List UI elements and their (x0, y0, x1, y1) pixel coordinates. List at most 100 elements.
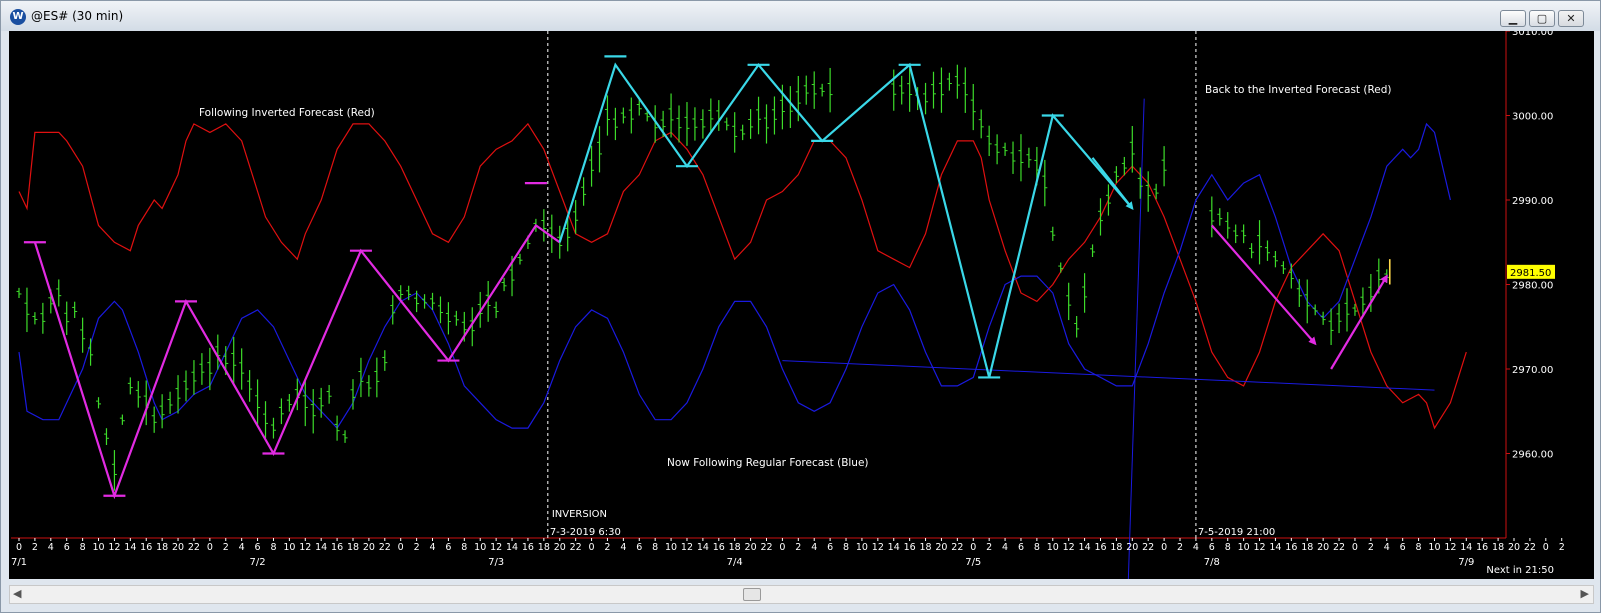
price-bar (954, 64, 960, 99)
price-bar (1066, 282, 1072, 321)
date-label: 7/4 (727, 557, 743, 568)
price-bar (636, 98, 642, 116)
price-bar (1050, 226, 1056, 241)
time-tick-label: 14 (506, 542, 518, 553)
date-label: 7/8 (1204, 557, 1220, 568)
price-bar (1058, 262, 1064, 273)
price-chart[interactable]: 3010.00 3000.00 2990.00 2980.00 2970.00 2960.… (9, 31, 1594, 579)
price-bar (1121, 156, 1127, 176)
price-bar (310, 389, 316, 434)
event-time-label: 7-3-2019 6:30 (550, 527, 621, 538)
price-bar (278, 398, 284, 425)
time-tick-label: 22 (1333, 542, 1345, 553)
price-bar (32, 312, 38, 325)
time-tick-label: 16 (713, 542, 725, 553)
price-bar (111, 450, 117, 491)
price-bar (88, 338, 94, 366)
close-button[interactable]: ✕ (1558, 10, 1584, 27)
time-tick-label: 4 (429, 542, 435, 553)
price-bar (819, 83, 825, 97)
time-tick-label: 10 (1047, 542, 1059, 553)
price-bar (1113, 166, 1119, 184)
time-tick-label: 16 (904, 542, 916, 553)
price-bar (501, 277, 507, 292)
price-bar (358, 357, 364, 398)
price-bar (1097, 198, 1103, 236)
price-bar (1280, 261, 1286, 274)
horizontal-scrollbar[interactable]: ◀ ▶ (9, 585, 1594, 604)
time-tick-label: 0 (398, 542, 404, 553)
time-tick-label: 22 (760, 542, 772, 553)
price-bar (597, 126, 603, 173)
date-label: 7/3 (488, 557, 504, 568)
title-bar[interactable]: W @ES# (30 min) ▁ ▢ ✕ (1, 1, 1600, 31)
time-tick-label: 12 (1444, 542, 1456, 553)
time-tick-label: 2 (604, 542, 610, 553)
time-tick-label: 18 (1492, 542, 1504, 553)
app-logo-icon: W (10, 9, 26, 25)
price-bar (708, 98, 714, 133)
price-tick-label: 2980.00 (1512, 281, 1553, 292)
price-bar (1360, 287, 1366, 316)
time-tick-label: 20 (1508, 542, 1520, 553)
price-bar (565, 216, 571, 252)
price-bar (1074, 315, 1080, 338)
time-tick-label: 16 (331, 542, 343, 553)
chart-canvas[interactable]: 3010.00 3000.00 2990.00 2980.00 2970.00 2960.… (9, 31, 1594, 579)
price-bar (302, 379, 308, 427)
price-bar (1090, 244, 1096, 257)
price-bar (811, 71, 817, 109)
time-tick-label: 8 (461, 542, 467, 553)
time-tick-label: 14 (1269, 542, 1281, 553)
price-bar (907, 68, 913, 112)
price-bar (382, 350, 388, 371)
time-tick-label: 22 (188, 542, 200, 553)
price-bar (1105, 184, 1111, 216)
time-tick-label: 22 (1524, 542, 1536, 553)
price-bar (930, 71, 936, 109)
scroll-right-icon[interactable]: ▶ (1580, 587, 1589, 600)
price-bar (326, 384, 332, 404)
price-bar (1082, 273, 1088, 313)
time-tick-label: 4 (239, 542, 245, 553)
maximize-button[interactable]: ▢ (1529, 10, 1555, 27)
minimize-button[interactable]: ▁ (1500, 10, 1526, 27)
price-bar (899, 75, 905, 105)
time-tick-label: 16 (140, 542, 152, 553)
price-bar (151, 406, 157, 433)
time-tick-label: 12 (1253, 542, 1265, 553)
inversion-label: INVERSION (552, 509, 607, 520)
magenta-arrow (1210, 224, 1317, 346)
price-bar (119, 414, 125, 425)
trendline (1127, 98, 1145, 579)
magenta-swing-path (33, 223, 561, 500)
time-tick-label: 20 (363, 542, 375, 553)
time-tick-label: 12 (872, 542, 884, 553)
time-tick-label: 2 (1177, 542, 1183, 553)
time-tick-label: 14 (124, 542, 136, 553)
time-tick-label: 0 (16, 542, 22, 553)
price-bar (517, 253, 523, 265)
price-bar (803, 75, 809, 105)
time-tick-label: 0 (589, 542, 595, 553)
scroll-thumb[interactable] (743, 588, 761, 601)
price-bar (414, 290, 420, 313)
price-bar (740, 124, 746, 141)
price-bar (1209, 196, 1215, 238)
time-tick-label: 6 (445, 542, 451, 553)
scroll-left-icon[interactable]: ◀ (13, 587, 22, 600)
price-bar (493, 301, 499, 319)
price-bar (756, 96, 762, 135)
time-tick-label: 0 (1352, 542, 1358, 553)
time-tick-label: 6 (636, 542, 642, 553)
price-bar (764, 104, 769, 144)
regular-forecast-annotation: Now Following Regular Forecast (Blue) (667, 457, 869, 469)
price-bar (127, 377, 133, 395)
price-bar (231, 336, 237, 385)
price-bar (135, 381, 141, 408)
time-tick-label: 10 (856, 542, 868, 553)
time-tick-label: 4 (811, 542, 817, 553)
price-bar (541, 209, 547, 242)
price-bar (1249, 243, 1255, 259)
time-tick-label: 10 (92, 542, 104, 553)
